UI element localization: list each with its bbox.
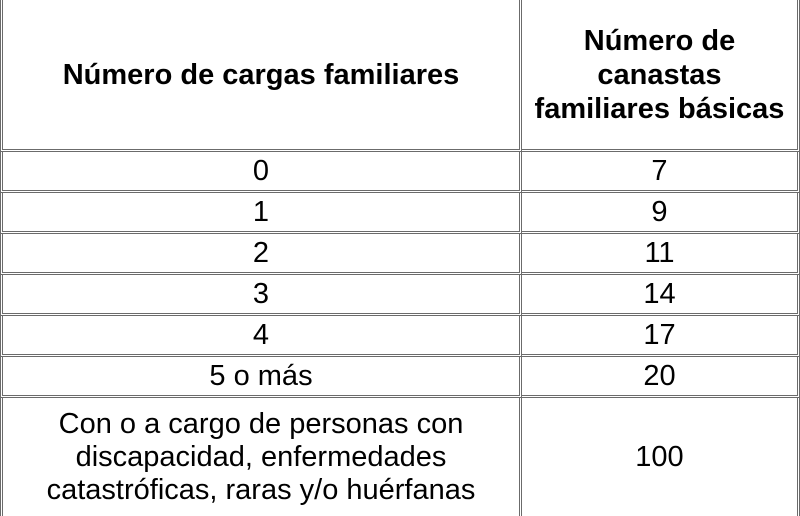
- baskets-cell: 100: [522, 398, 800, 516]
- dependents-cell: 0: [0, 152, 522, 193]
- table-row: 4 17: [0, 316, 800, 357]
- baskets-cell: 11: [522, 234, 800, 275]
- baskets-cell: 9: [522, 193, 800, 234]
- dependents-cell: Con o a cargo de personas con discapacid…: [0, 398, 522, 516]
- table-header-row: Número de cargas familiares Número de ca…: [0, 0, 800, 152]
- table-row: Con o a cargo de personas con discapacid…: [0, 398, 800, 516]
- dependents-cell: 3: [0, 275, 522, 316]
- baskets-cell: 17: [522, 316, 800, 357]
- dependents-cell: 1: [0, 193, 522, 234]
- table-row: 2 11: [0, 234, 800, 275]
- table-row: 1 9: [0, 193, 800, 234]
- header-baskets: Número de canastas familiares básicas: [522, 0, 800, 152]
- baskets-cell: 20: [522, 357, 800, 398]
- baskets-cell: 14: [522, 275, 800, 316]
- baskets-cell: 7: [522, 152, 800, 193]
- table-row: 0 7: [0, 152, 800, 193]
- dependents-cell: 4: [0, 316, 522, 357]
- dependents-cell: 2: [0, 234, 522, 275]
- table-row: 3 14: [0, 275, 800, 316]
- dependents-cell: 5 o más: [0, 357, 522, 398]
- header-dependents: Número de cargas familiares: [0, 0, 522, 152]
- table-row: 5 o más 20: [0, 357, 800, 398]
